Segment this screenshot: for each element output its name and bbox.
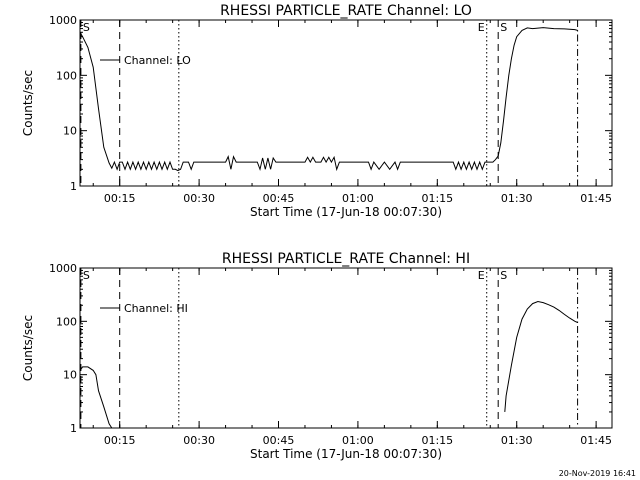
x-tick-label: 01:00 <box>342 434 374 447</box>
x-axis-label: Start Time (17-Jun-18 00:07:30) <box>250 447 442 461</box>
y-axis-label: Counts/sec <box>21 70 35 136</box>
x-tick-label: 01:00 <box>342 192 374 205</box>
x-tick-label: 01:15 <box>421 192 453 205</box>
time-marker-label: E <box>478 21 485 34</box>
legend-label: Channel: HI <box>124 302 188 315</box>
y-tick-label: 10 <box>63 125 77 138</box>
time-marker-label: S <box>83 269 90 282</box>
x-tick-label: 00:15 <box>104 434 136 447</box>
y-tick-label: 100 <box>56 315 77 328</box>
x-tick-label: 00:45 <box>263 192 295 205</box>
panel-hi: RHESSI PARTICLE_RATE Channel: HI 1 10 100 10… <box>21 251 613 461</box>
x-tick-label: 01:45 <box>580 192 612 205</box>
series-line <box>80 27 578 172</box>
time-marker-label: S <box>83 21 90 34</box>
x-tick-label: 00:45 <box>263 434 295 447</box>
x-axis-label: Start Time (17-Jun-18 00:07:30) <box>250 205 442 219</box>
footer-timestamp: 20-Nov-2019 16:41 <box>558 469 636 478</box>
y-tick-label: 1 <box>70 422 77 435</box>
x-tick-label: 01:15 <box>421 434 453 447</box>
y-tick-label: 1000 <box>49 14 77 27</box>
time-marker-label: S <box>500 269 507 282</box>
x-tick-label: 00:15 <box>104 192 136 205</box>
series-line <box>80 366 113 428</box>
y-axis-label: Counts/sec <box>21 315 35 381</box>
time-marker-label: S <box>500 21 507 34</box>
plot-frame <box>79 267 613 429</box>
plot-frame <box>79 19 613 187</box>
x-tick-label: 00:30 <box>183 192 215 205</box>
y-tick-label: 1 <box>70 180 77 193</box>
time-marker-label: E <box>478 269 485 282</box>
y-tick-label: 100 <box>56 69 77 82</box>
x-tick-label: 01:30 <box>501 434 533 447</box>
chart-title: RHESSI PARTICLE_RATE Channel: LO <box>220 3 472 19</box>
series-line <box>504 300 578 412</box>
x-tick-label: 01:30 <box>501 192 533 205</box>
x-tick-label: 00:30 <box>183 434 215 447</box>
chart-title: RHESSI PARTICLE_RATE Channel: HI <box>222 251 470 267</box>
panel-lo: RHESSI PARTICLE_RATE Channel: LO 1 10 100 10… <box>21 3 613 219</box>
y-tick-label: 1000 <box>49 262 77 275</box>
y-tick-label: 10 <box>63 369 77 382</box>
x-tick-label: 01:45 <box>580 434 612 447</box>
legend-label: Channel: LO <box>124 54 191 67</box>
